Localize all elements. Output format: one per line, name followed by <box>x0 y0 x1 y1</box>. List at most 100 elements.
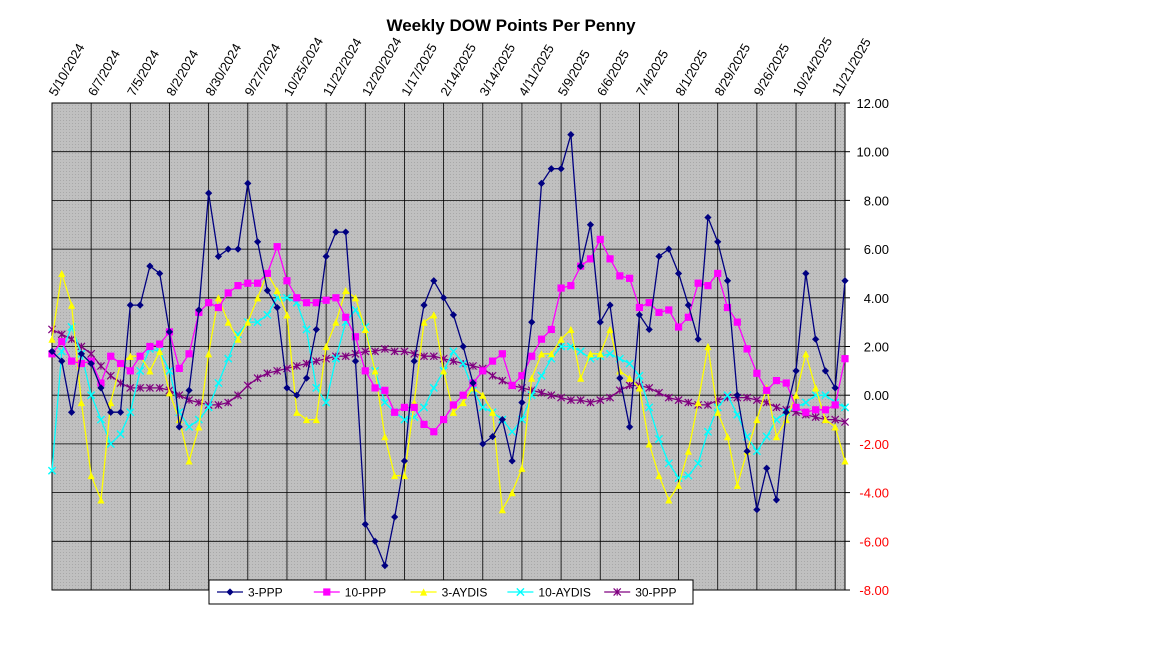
data-point-3-ppp <box>234 245 242 253</box>
data-point-10-aydis <box>713 403 722 412</box>
data-point-3-aydis <box>665 496 673 504</box>
data-point-3-ppp <box>743 447 751 455</box>
data-point-10-ppp <box>567 282 575 290</box>
data-point-3-ppp <box>469 379 477 387</box>
data-point-10-aydis <box>429 383 438 392</box>
data-point-3-ppp <box>792 367 800 375</box>
data-point-3-aydis <box>577 374 585 382</box>
data-point-3-ppp <box>557 165 565 173</box>
data-point-3-ppp <box>694 335 702 343</box>
data-point-3-aydis <box>626 374 634 382</box>
data-point-3-aydis <box>244 318 252 326</box>
data-point-30-ppp <box>664 393 673 402</box>
legend-swatch-marker <box>613 587 622 597</box>
data-point-3-aydis <box>430 311 438 319</box>
data-point-3-aydis <box>391 471 399 480</box>
data-point-10-ppp <box>655 308 663 317</box>
data-point-10-aydis <box>165 366 174 375</box>
data-point-3-ppp <box>586 221 595 229</box>
data-point-10-ppp <box>518 372 526 380</box>
data-point-10-aydis <box>684 471 693 480</box>
data-point-10-ppp <box>156 340 164 348</box>
y-tick-label: -6.00 <box>859 534 889 549</box>
chart-title: Weekly DOW Points Per Penny <box>386 16 636 35</box>
data-point-3-aydis <box>567 325 575 334</box>
legend-item-3-aydis: 3-AYDIS <box>410 586 487 600</box>
data-point-3-ppp <box>136 301 144 309</box>
data-point-10-ppp <box>626 274 634 282</box>
y-tick-label: 2.00 <box>864 340 889 355</box>
data-point-10-ppp <box>77 359 85 368</box>
data-point-3-aydis <box>812 384 820 392</box>
data-point-10-ppp <box>391 408 399 416</box>
data-point-10-ppp <box>547 325 555 334</box>
data-point-3-ppp <box>420 301 428 309</box>
data-point-3-ppp <box>772 496 781 504</box>
data-point-10-ppp <box>694 279 702 287</box>
x-tick-label: 6/7/2024 <box>85 47 123 98</box>
data-point-30-ppp <box>371 347 380 356</box>
data-point-3-ppp <box>488 432 497 441</box>
data-point-30-ppp <box>772 403 781 412</box>
data-point-10-ppp <box>772 376 781 385</box>
series-3-aydis <box>48 269 849 514</box>
data-point-10-ppp <box>763 386 771 394</box>
data-point-10-ppp <box>273 243 281 251</box>
data-point-10-ppp <box>410 403 418 411</box>
data-point-3-aydis <box>508 489 516 497</box>
data-point-3-ppp <box>459 342 467 351</box>
data-point-3-aydis <box>400 471 409 480</box>
data-point-30-ppp <box>410 349 419 358</box>
data-point-3-ppp <box>821 367 830 375</box>
data-point-3-aydis <box>283 311 291 319</box>
data-point-3-ppp <box>156 269 164 278</box>
data-point-3-ppp <box>577 262 585 270</box>
data-point-3-ppp <box>674 269 683 278</box>
data-point-10-aydis <box>184 422 194 431</box>
data-point-3-aydis <box>440 367 448 375</box>
data-point-10-aydis <box>723 391 732 400</box>
data-point-10-ppp <box>146 342 154 351</box>
data-point-3-ppp <box>547 165 555 173</box>
data-point-10-aydis <box>263 310 272 319</box>
data-point-30-ppp <box>449 357 458 366</box>
data-point-10-aydis <box>576 347 585 356</box>
x-tick-label: 10/25/2024 <box>281 35 327 99</box>
data-point-10-ppp <box>635 303 644 312</box>
data-point-3-ppp <box>498 415 506 424</box>
data-point-30-ppp <box>243 381 252 390</box>
data-point-30-ppp <box>263 369 272 378</box>
legend-swatch-marker <box>420 588 428 596</box>
data-point-10-ppp <box>283 277 291 285</box>
data-point-10-aydis <box>194 415 203 424</box>
data-point-30-ppp <box>420 352 429 361</box>
data-point-3-ppp <box>244 179 252 187</box>
data-point-10-ppp <box>224 289 232 297</box>
data-point-3-ppp <box>596 318 604 326</box>
data-point-3-ppp <box>831 384 839 392</box>
x-tick-label: 6/6/2025 <box>594 47 632 98</box>
data-point-30-ppp <box>224 398 233 407</box>
data-point-3-ppp <box>283 384 291 392</box>
data-point-30-ppp <box>87 349 96 358</box>
data-point-30-ppp <box>606 393 615 402</box>
data-point-10-ppp <box>821 406 830 414</box>
data-point-3-ppp <box>361 520 369 528</box>
data-point-10-ppp <box>126 367 134 375</box>
data-point-3-aydis <box>302 415 311 424</box>
data-point-3-ppp <box>400 457 409 465</box>
data-point-3-ppp <box>802 269 810 278</box>
data-point-10-ppp <box>479 367 487 375</box>
data-point-3-ppp <box>48 347 56 355</box>
data-point-30-ppp <box>743 393 752 402</box>
data-point-3-ppp <box>185 386 193 394</box>
data-point-3-ppp <box>293 391 301 399</box>
data-point-30-ppp <box>625 381 634 390</box>
data-point-3-aydis <box>586 350 595 358</box>
data-point-10-ppp <box>586 255 595 263</box>
data-point-30-ppp <box>752 396 761 405</box>
data-point-10-ppp <box>449 401 457 409</box>
series-line-10-ppp <box>51 237 846 433</box>
y-tick-label: 0.00 <box>864 388 889 403</box>
